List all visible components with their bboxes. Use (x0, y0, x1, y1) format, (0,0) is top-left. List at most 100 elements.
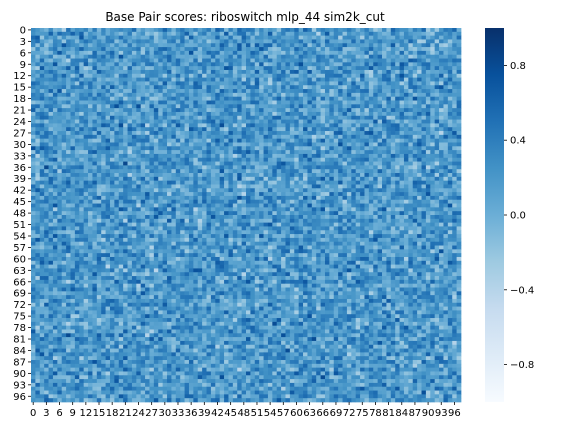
heatmap-cell (395, 54, 400, 59)
heatmap-cell (219, 211, 225, 216)
heatmap-cell (364, 108, 370, 113)
heatmap-cell (267, 157, 273, 162)
heatmap-cell (39, 69, 45, 75)
heatmap-cell (66, 50, 71, 56)
heatmap-cell (289, 134, 295, 140)
heatmap-cell (140, 169, 146, 174)
heatmap-cell (228, 211, 234, 216)
heatmap-cell (101, 169, 106, 174)
heatmap-cell (145, 134, 150, 140)
heatmap-cell (224, 127, 229, 132)
heatmap-cell (127, 100, 133, 105)
heatmap-cell (320, 104, 326, 109)
heatmap-cell (39, 28, 45, 33)
heatmap-cell (215, 115, 221, 120)
heatmap-cell (197, 89, 203, 94)
heatmap-cell (399, 123, 405, 128)
heatmap-cell (219, 218, 225, 223)
heatmap-cell (452, 161, 457, 166)
heatmap-cell (425, 211, 431, 216)
heatmap-cell (324, 207, 330, 212)
heatmap-cell (377, 184, 383, 189)
heatmap-cell (364, 211, 370, 216)
heatmap-cell (408, 81, 414, 86)
heatmap-cell (83, 54, 89, 59)
heatmap-cell (267, 115, 273, 120)
heatmap-cell (31, 50, 36, 56)
heatmap-cell (303, 81, 308, 86)
heatmap-cell (35, 73, 41, 78)
heatmap-cell (193, 28, 199, 33)
heatmap-cell (96, 203, 102, 208)
heatmap-cell (320, 35, 326, 40)
heatmap-cell (250, 131, 256, 136)
heatmap-cell (241, 108, 247, 113)
heatmap-cell (294, 47, 300, 52)
heatmap-cell (425, 161, 431, 166)
heatmap-cell (202, 211, 207, 216)
heatmap-cell (434, 54, 440, 59)
heatmap-cell (434, 123, 440, 128)
heatmap-cell (131, 153, 137, 159)
heatmap-cell (228, 89, 234, 94)
heatmap-cell (215, 50, 221, 56)
heatmap-cell (210, 50, 216, 56)
heatmap-cell (399, 169, 405, 174)
heatmap-cell (346, 169, 352, 174)
heatmap-cell (386, 62, 392, 67)
heatmap-cell (48, 131, 54, 136)
heatmap-cell (368, 153, 374, 159)
heatmap-cell (254, 28, 260, 33)
heatmap-cell (136, 199, 142, 204)
heatmap-cell (131, 195, 137, 201)
heatmap-cell (303, 92, 308, 98)
heatmap-cell (368, 192, 374, 197)
heatmap-cell (338, 62, 343, 67)
heatmap-cell (386, 184, 392, 189)
heatmap-cell (79, 207, 85, 212)
heatmap-cell (267, 123, 273, 128)
heatmap-cell (197, 150, 203, 155)
heatmap-cell (425, 146, 431, 151)
heatmap-cell (434, 39, 440, 44)
heatmap-cell (153, 119, 159, 124)
heatmap-cell (425, 199, 431, 204)
heatmap-cell (193, 169, 199, 174)
heatmap-cell (386, 195, 392, 201)
heatmap-cell (162, 92, 168, 98)
heatmap-cell (377, 58, 383, 63)
heatmap-cell (447, 54, 453, 59)
heatmap-cell (180, 47, 185, 52)
heatmap-cell (202, 165, 207, 170)
heatmap-cell (285, 142, 291, 147)
heatmap-cell (96, 119, 102, 124)
heatmap-cell (88, 123, 93, 128)
heatmap-cell (197, 108, 203, 113)
heatmap-cell (338, 215, 343, 220)
heatmap-cell (184, 157, 190, 162)
heatmap-cell (316, 81, 321, 86)
heatmap-cell (101, 81, 106, 86)
heatmap-cell (390, 146, 396, 151)
heatmap-cell (92, 215, 98, 220)
heatmap-cell (355, 203, 361, 208)
heatmap-cell (285, 35, 291, 40)
heatmap-cell (167, 195, 172, 201)
heatmap-cell (123, 81, 128, 86)
heatmap-cell (39, 100, 45, 105)
heatmap-cell (118, 138, 124, 143)
heatmap-cell (241, 184, 247, 189)
heatmap-cell (412, 123, 418, 128)
heatmap-cell (70, 127, 76, 132)
heatmap-cell (44, 47, 49, 52)
heatmap-cell (31, 31, 36, 36)
heatmap-cell (131, 85, 137, 90)
heatmap-cell (61, 100, 67, 105)
heatmap-cell (109, 161, 115, 166)
heatmap-cell (246, 207, 251, 212)
heatmap-cell (162, 188, 168, 193)
heatmap-cell (180, 131, 185, 136)
heatmap-cell (259, 62, 264, 67)
heatmap-cell (83, 104, 89, 109)
heatmap-cell (395, 138, 400, 143)
